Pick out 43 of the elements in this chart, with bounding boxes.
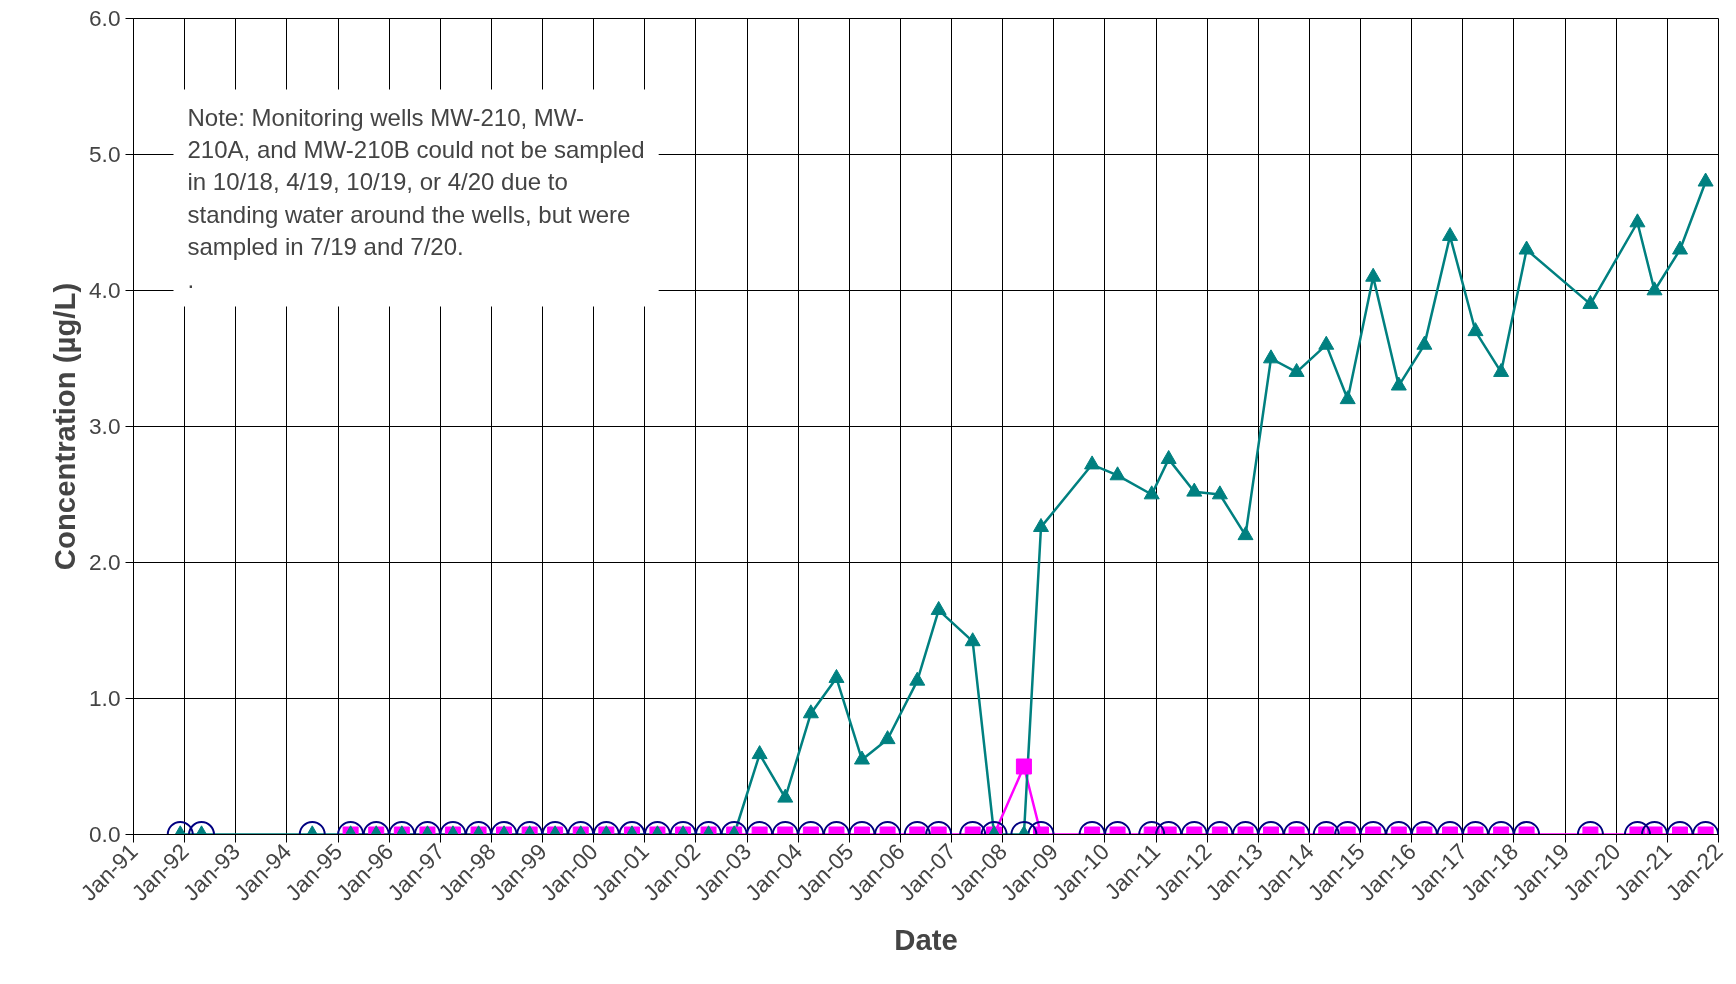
point [1237, 526, 1254, 541]
point [1339, 390, 1356, 405]
y-axis-title: Concentration (µg/L) [48, 282, 81, 571]
point [1109, 466, 1126, 481]
point [828, 668, 845, 683]
point [1318, 335, 1335, 350]
annotation: Note: Monitoring wells MW-210, MW- 210A, and MW-210B could not be sampled in 10/18, 4/19, 10/19, or 4/20 due to standing water around the wells, but were sampled in 7/19 and 7/20. . [187, 103, 645, 293]
y-tick-label: 1.0 [89, 685, 121, 711]
x-axis-title: Date [894, 922, 958, 956]
point [1288, 362, 1305, 377]
point [1262, 349, 1279, 364]
point [802, 704, 819, 719]
point [964, 632, 981, 647]
y-tick-label: 2.0 [89, 549, 121, 575]
point [1186, 482, 1203, 497]
point [1442, 226, 1459, 241]
point [751, 745, 768, 760]
point [853, 750, 870, 765]
point [1390, 376, 1407, 391]
y-tick-label: 5.0 [89, 141, 121, 167]
y-tick-label: 3.0 [89, 413, 121, 439]
y-tick-label: 6.0 [89, 5, 121, 31]
y-tick-label: 0.0 [89, 821, 121, 847]
point [1518, 240, 1535, 255]
point [1646, 281, 1663, 296]
point [879, 730, 896, 745]
point [1493, 362, 1510, 377]
point [909, 671, 926, 686]
point [1365, 267, 1382, 282]
y-tick-label: 4.0 [89, 277, 121, 303]
point [1211, 485, 1228, 500]
point [1143, 485, 1160, 500]
point [1467, 322, 1484, 337]
point [1084, 455, 1101, 470]
point [930, 600, 947, 615]
point [1672, 240, 1689, 255]
point [1160, 449, 1177, 464]
point [1697, 172, 1714, 187]
point [1629, 213, 1646, 228]
point [777, 788, 794, 803]
point [1582, 294, 1599, 309]
point [1416, 335, 1433, 350]
point [1032, 517, 1049, 532]
